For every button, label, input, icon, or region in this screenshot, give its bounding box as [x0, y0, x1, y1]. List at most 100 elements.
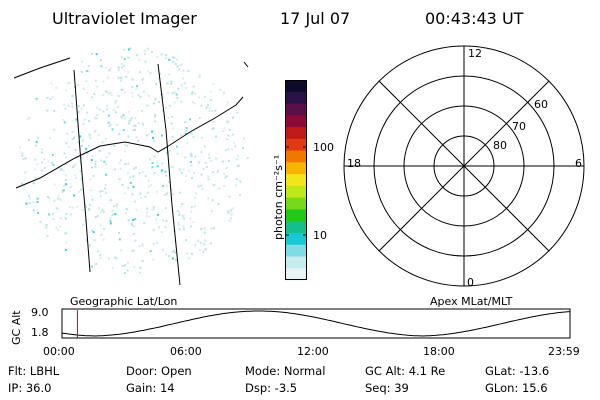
uv-pixel [157, 77, 160, 80]
uv-pixel [180, 134, 183, 137]
uv-pixel [87, 144, 90, 147]
uv-pixel [35, 98, 38, 101]
uv-pixel [64, 107, 67, 110]
uv-pixel [169, 150, 172, 152]
uv-pixel [180, 205, 183, 208]
lat-label-80: 80 [493, 139, 507, 152]
uv-pixel [189, 152, 192, 155]
uv-pixel [77, 84, 79, 87]
uv-pixel [200, 184, 203, 187]
colorbar-cell [285, 127, 307, 140]
uv-pixel [127, 122, 130, 125]
uv-pixel [124, 272, 127, 274]
uv-pixel [113, 145, 116, 147]
uv-pixel [113, 256, 116, 259]
coastline [243, 61, 249, 68]
alt-ytick-min: 1.8 [31, 326, 49, 339]
alt-xtick-1800: 18:00 [423, 345, 455, 358]
uv-pixel [156, 165, 159, 168]
uv-pixel [123, 58, 126, 60]
uv-pixel [151, 162, 154, 164]
uv-pixel [153, 115, 156, 118]
uv-pixel [87, 208, 90, 210]
uv-pixel [46, 196, 49, 198]
uv-pixel [65, 212, 68, 215]
uv-pixel [112, 108, 115, 111]
uv-pixel [236, 164, 239, 167]
uv-pixel [123, 117, 126, 120]
uv-pixel [139, 95, 142, 98]
uv-pixel [142, 90, 145, 93]
uv-pixel [127, 171, 130, 174]
uv-pixel [149, 71, 152, 74]
uv-pixel [208, 157, 211, 159]
uv-pixel [59, 198, 62, 201]
uv-pixel [90, 159, 93, 161]
uv-pixel [214, 109, 217, 112]
uv-pixel [28, 116, 31, 119]
uv-scatter [19, 47, 249, 274]
color-bar [285, 80, 307, 281]
uv-pixel [104, 66, 107, 69]
info-gain: Gain: 14 [126, 381, 175, 395]
uv-pixel [201, 188, 204, 191]
uv-pixel [107, 114, 110, 117]
uv-pixel [152, 206, 155, 208]
uv-pixel [151, 208, 154, 211]
uv-pixel [137, 94, 140, 96]
uv-pixel [185, 129, 188, 132]
uv-pixel [209, 90, 212, 93]
uv-pixel [73, 136, 76, 139]
uv-pixel [39, 220, 42, 223]
uv-pixel [129, 182, 132, 184]
uv-pixel [131, 86, 134, 89]
uv-pixel [105, 173, 108, 176]
uv-pixel [64, 178, 67, 181]
uv-pixel [52, 213, 55, 215]
uv-pixel [122, 129, 125, 132]
uv-pixel [101, 209, 104, 211]
uv-pixel [189, 132, 192, 135]
uv-pixel [190, 206, 193, 209]
uv-pixel [64, 248, 67, 251]
uv-pixel [94, 160, 97, 163]
uv-pixel [167, 116, 170, 119]
date-label: 17 Jul 07 [280, 9, 351, 28]
uv-pixel [86, 70, 89, 73]
uv-pixel [235, 158, 238, 161]
uv-pixel [57, 194, 60, 197]
uv-pixel [135, 87, 138, 90]
uv-pixel [69, 213, 72, 216]
uv-pixel [68, 206, 71, 209]
uv-pixel [167, 91, 170, 94]
uv-pixel [95, 263, 98, 265]
uv-pixel [226, 138, 229, 141]
uv-pixel [88, 134, 91, 137]
uv-pixel [109, 220, 112, 223]
uv-pixel [73, 194, 76, 197]
uv-pixel [175, 259, 178, 262]
uv-pixel [77, 105, 80, 107]
uv-pixel [186, 252, 188, 255]
uv-pixel [138, 172, 141, 174]
uv-pixel [172, 55, 174, 58]
uv-pixel [86, 152, 89, 155]
uv-pixel [134, 117, 137, 119]
uv-pixel [185, 86, 188, 89]
uv-pixel [231, 148, 234, 151]
uv-pixel [63, 184, 66, 187]
uv-pixel [95, 79, 97, 82]
uv-pixel [124, 163, 127, 166]
time-label: 00:43:43 UT [425, 9, 524, 28]
uv-pixel [194, 192, 197, 195]
uv-pixel [113, 168, 116, 171]
alt-xtick-0000: 00:00 [43, 345, 75, 358]
uv-pixel [65, 142, 68, 145]
uv-pixel [142, 123, 144, 126]
colorbar-cell [285, 91, 307, 105]
uv-pixel [208, 109, 211, 112]
uv-pixel [37, 212, 39, 214]
uv-pixel [102, 228, 105, 230]
uv-pixel [79, 135, 82, 138]
uv-pixel [228, 219, 231, 222]
